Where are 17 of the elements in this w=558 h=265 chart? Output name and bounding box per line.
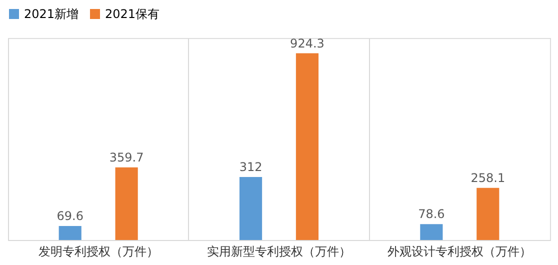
bar — [476, 188, 500, 240]
data-label: 78.6 — [418, 207, 445, 222]
data-label: 312 — [239, 160, 262, 174]
legend-label: 2021保有 — [105, 7, 160, 21]
bar — [115, 167, 138, 240]
x-tick-label: 实用新型专利授权（万件） — [207, 244, 351, 258]
x-tick-label: 外观设计专利授权（万件） — [388, 244, 532, 258]
legend-label: 2021新增 — [24, 7, 79, 21]
data-label: 258.1 — [470, 170, 506, 185]
bar — [58, 226, 82, 240]
x-tick-label: 发明专利授权（万件） — [38, 244, 158, 258]
data-label: 359.7 — [109, 150, 144, 164]
data-label: 924.3 — [290, 36, 324, 50]
bar — [296, 53, 319, 240]
data-label: 69.6 — [56, 208, 84, 223]
bar — [239, 176, 262, 240]
bar — [420, 224, 443, 240]
